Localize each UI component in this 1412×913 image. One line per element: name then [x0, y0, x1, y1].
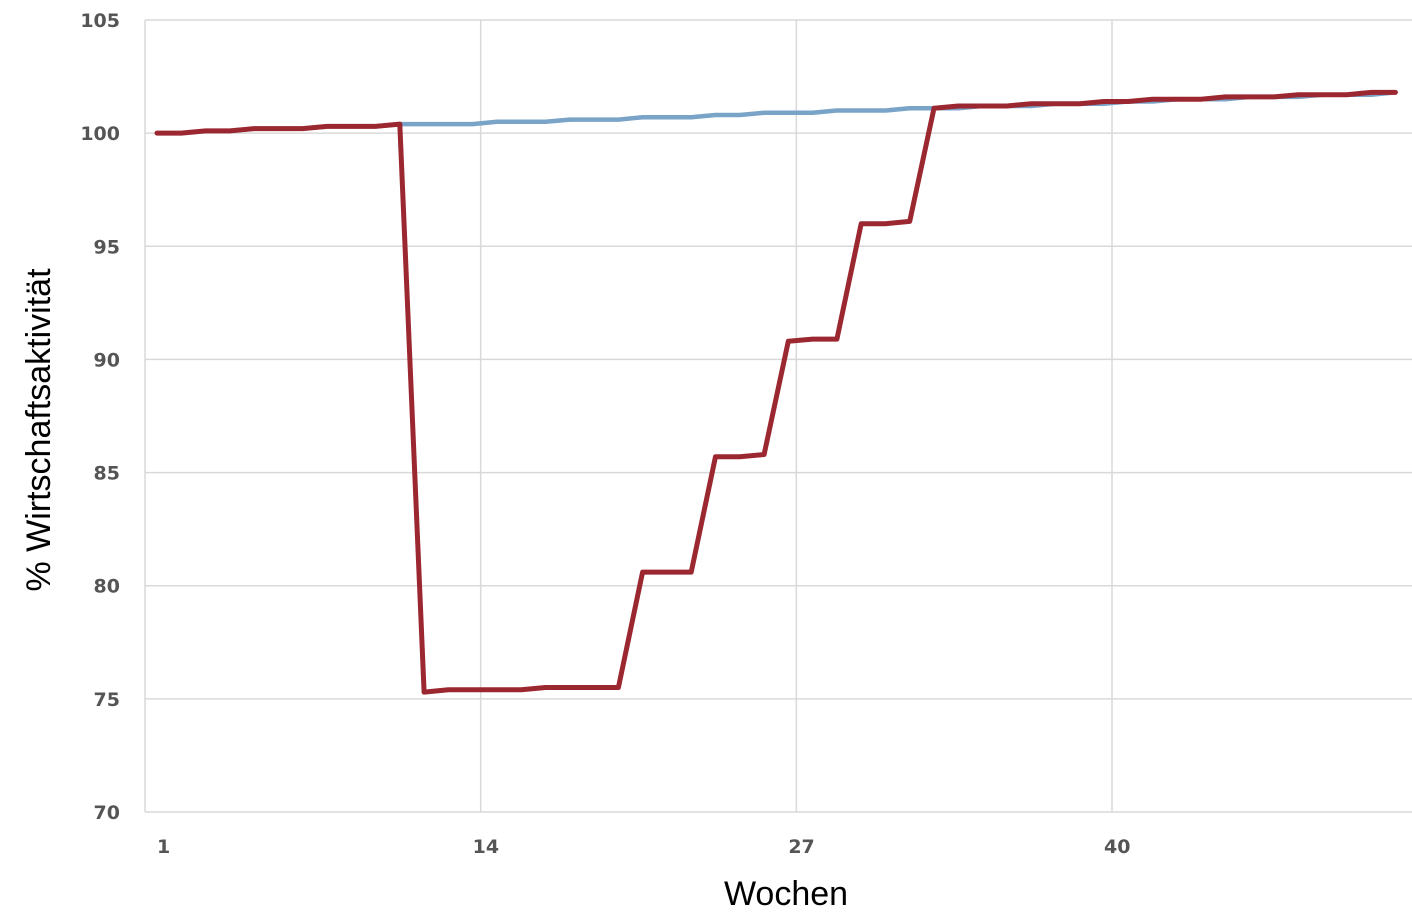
y-tick-label: 95	[94, 236, 120, 258]
series-line-2	[154, 89, 1398, 695]
series-lines	[154, 89, 1398, 695]
x-tick-label: 14	[473, 836, 499, 858]
y-tick-label: 75	[94, 689, 120, 711]
y-tick-label: 80	[94, 576, 120, 598]
y-tick-label: 105	[80, 10, 120, 32]
gridlines	[144, 19, 1412, 813]
y-tick-label: 70	[94, 802, 120, 824]
tick-labels: 70 75 80 85 90 95 100 105 1 14 27 40	[80, 10, 1130, 858]
y-tick-label: 100	[80, 123, 120, 145]
x-tick-label: 1	[157, 836, 170, 858]
y-axis-title: % Wirtschaftsaktivität	[20, 268, 58, 592]
y-tick-label: 85	[94, 463, 120, 485]
x-axis-title: Wochen	[724, 875, 848, 913]
x-tick-label: 40	[1104, 836, 1130, 858]
x-tick-label: 27	[788, 836, 814, 858]
y-tick-label: 90	[94, 349, 120, 371]
